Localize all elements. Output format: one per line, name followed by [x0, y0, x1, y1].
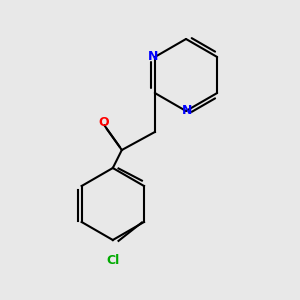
- Text: O: O: [98, 116, 109, 130]
- Text: N: N: [182, 104, 193, 118]
- Text: Cl: Cl: [106, 254, 119, 266]
- Text: N: N: [148, 50, 158, 64]
